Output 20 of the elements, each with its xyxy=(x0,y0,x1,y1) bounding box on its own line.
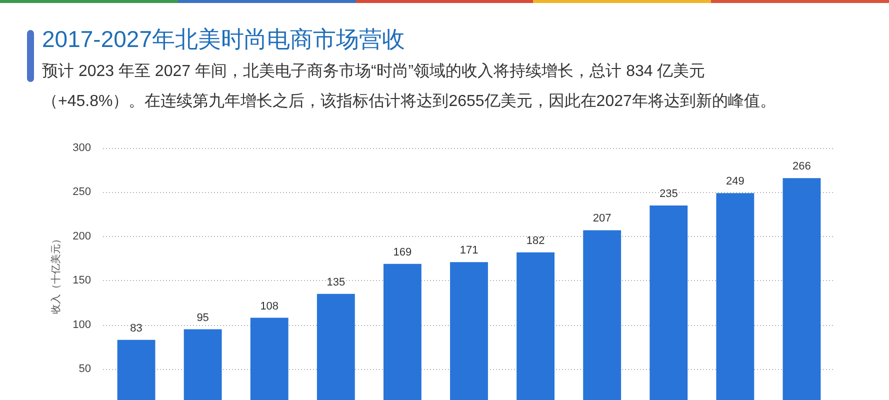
y-axis-title: 收入（十亿美元） xyxy=(50,234,62,314)
y-tick-label: 200 xyxy=(72,230,91,242)
data-label: 266 xyxy=(792,160,811,173)
data-label: 108 xyxy=(260,300,279,312)
data-label: 207 xyxy=(592,212,612,225)
y-tick-label: 250 xyxy=(72,186,91,198)
data-label: 169 xyxy=(393,246,412,258)
data-label: 83 xyxy=(130,322,142,334)
data-label: 135 xyxy=(326,276,346,288)
y-tick-label: 300 xyxy=(72,142,91,154)
data-label: 171 xyxy=(460,244,478,257)
data-label: 235 xyxy=(659,188,678,200)
chart-subtitle: 预计 2023 年至 2027 年间，北美电子商务市场“时尚”领域的收入将持续增长，总计 834 亿美元（+45.8%）。在连续第九年增长之后，该指标估计将达到2655亿美元，因此在2027年将达到新的峰值。 xyxy=(42,63,776,110)
y-tick-label: 100 xyxy=(72,318,91,331)
data-label: 249 xyxy=(726,176,744,188)
data-label: 182 xyxy=(526,234,545,247)
y-tick-label: 150 xyxy=(72,274,91,287)
data-label: 95 xyxy=(196,312,209,324)
chart-title: 2017-2027年北美时尚电商市场营收 xyxy=(42,25,405,54)
y-tick-label: 50 xyxy=(78,363,91,376)
